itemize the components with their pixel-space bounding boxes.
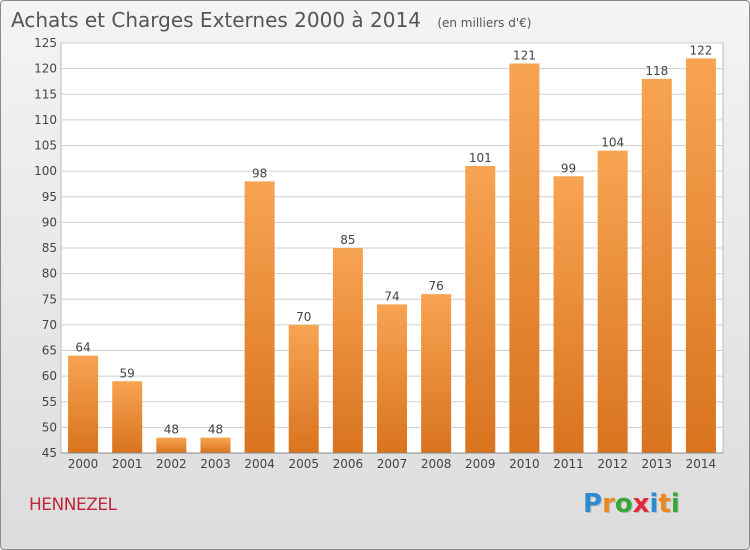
y-tick-label: 110 xyxy=(34,113,57,127)
bar xyxy=(641,78,672,453)
bar xyxy=(685,58,716,453)
logo-letter: o xyxy=(614,489,633,519)
data-label: 101 xyxy=(469,151,492,165)
data-label: 48 xyxy=(164,423,179,437)
x-tick-label: 2008 xyxy=(421,457,452,471)
bar xyxy=(156,437,187,453)
x-tick-label: 2005 xyxy=(288,457,319,471)
y-tick-label: 60 xyxy=(42,369,57,383)
data-label: 48 xyxy=(208,423,223,437)
y-tick-label: 50 xyxy=(42,420,57,434)
bar xyxy=(553,176,584,453)
y-tick-label: 125 xyxy=(34,36,57,50)
data-label: 70 xyxy=(296,310,311,324)
bar xyxy=(421,294,452,453)
logo-letter: i xyxy=(670,489,680,519)
chart-title-text: Achats et Charges Externes 2000 à 2014 xyxy=(11,8,421,32)
data-label: 76 xyxy=(428,279,443,293)
x-tick-label: 2011 xyxy=(553,457,584,471)
bar xyxy=(200,437,231,453)
data-label: 64 xyxy=(75,341,90,355)
logo-letter: t xyxy=(658,489,671,519)
data-label: 122 xyxy=(689,43,712,57)
bar xyxy=(509,63,540,453)
data-label: 104 xyxy=(601,136,624,150)
data-label: 118 xyxy=(645,64,668,78)
bar xyxy=(68,355,99,453)
x-tick-label: 2012 xyxy=(597,457,628,471)
x-tick-label: 2002 xyxy=(156,457,187,471)
x-tick-label: 2013 xyxy=(642,457,673,471)
logo-letter: r xyxy=(602,489,615,519)
y-tick-label: 80 xyxy=(42,267,57,281)
x-tick-label: 2003 xyxy=(200,457,231,471)
data-label: 85 xyxy=(340,233,355,247)
bar xyxy=(465,166,496,453)
bar xyxy=(288,324,319,453)
x-tick-label: 2014 xyxy=(686,457,717,471)
x-tick-label: 2000 xyxy=(68,457,99,471)
bar xyxy=(597,150,628,453)
x-tick-label: 2001 xyxy=(112,457,143,471)
bar xyxy=(112,381,143,453)
x-tick-label: 2004 xyxy=(244,457,275,471)
x-tick-label: 2007 xyxy=(377,457,408,471)
data-label: 74 xyxy=(384,289,399,303)
logo-letter: x xyxy=(632,489,650,519)
data-label: 98 xyxy=(252,166,267,180)
y-tick-label: 105 xyxy=(34,139,57,153)
x-tick-label: 2006 xyxy=(333,457,364,471)
chart-title: Achats et Charges Externes 2000 à 2014 (… xyxy=(11,8,531,32)
y-tick-label: 75 xyxy=(42,292,57,306)
y-tick-label: 45 xyxy=(42,446,57,460)
x-tick-label: 2009 xyxy=(465,457,496,471)
y-tick-label: 90 xyxy=(42,215,57,229)
y-tick-label: 70 xyxy=(42,318,57,332)
y-tick-label: 85 xyxy=(42,241,57,255)
data-label: 99 xyxy=(561,161,576,175)
y-tick-label: 65 xyxy=(42,344,57,358)
y-tick-label: 115 xyxy=(34,87,57,101)
y-tick-label: 120 xyxy=(34,62,57,76)
y-tick-label: 95 xyxy=(42,190,57,204)
bar xyxy=(244,181,275,453)
y-tick-label: 55 xyxy=(42,395,57,409)
proxiti-logo: Proxiti xyxy=(583,489,680,519)
logo-letter: P xyxy=(583,489,603,519)
x-tick-label: 2010 xyxy=(509,457,540,471)
y-tick-label: 100 xyxy=(34,164,57,178)
data-label: 121 xyxy=(513,49,536,63)
chart-subtitle: (en milliers d'€) xyxy=(437,16,532,30)
data-label: 59 xyxy=(120,366,135,380)
place-name: HENNEZEL xyxy=(29,495,117,515)
bar xyxy=(377,304,407,453)
bar xyxy=(332,248,363,453)
logo-letter: i xyxy=(649,489,659,519)
